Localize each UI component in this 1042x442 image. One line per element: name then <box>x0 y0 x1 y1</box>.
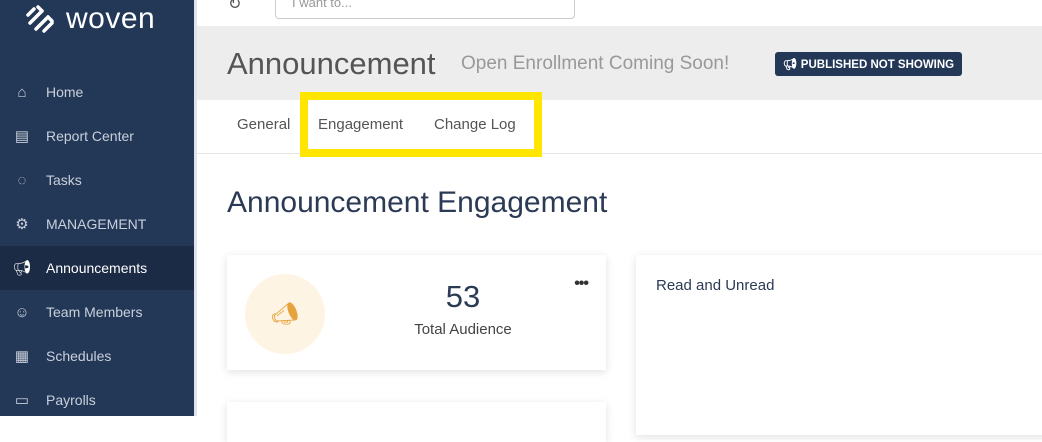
sidebar-divider <box>194 0 197 416</box>
sidebar: woven ⌂ Home ▤ Report Center ◌ Tasks ⚙ MANAG… <box>0 0 194 416</box>
stat-value: 53 <box>445 279 481 314</box>
more-options-button[interactable]: ••• <box>574 275 589 292</box>
calendar-icon: ▦ <box>14 348 30 365</box>
sidebar-item-payrolls[interactable]: ▭ Payrolls <box>0 378 194 422</box>
sidebar-item-announcements[interactable]: 📢︎ Announcements <box>0 246 194 290</box>
sidebar-item-label: Payrolls <box>46 392 96 408</box>
topbar <box>197 0 1042 26</box>
stat-label: Total Audience <box>414 321 512 338</box>
card-title: Read and Unread <box>656 277 775 294</box>
read-unread-card: Read and Unread <box>636 255 1042 435</box>
sidebar-item-management[interactable]: ⚙ MANAGEMENT <box>0 202 194 246</box>
payroll-icon: ▭ <box>14 392 30 409</box>
logo[interactable]: woven <box>24 2 155 36</box>
sidebar-item-label: Report Center <box>46 128 134 144</box>
sidebar-nav: ⌂ Home ▤ Report Center ◌ Tasks ⚙ MANAGEMENT … <box>0 70 194 422</box>
sidebar-item-tasks[interactable]: ◌ Tasks <box>0 158 194 202</box>
report-icon: ▤ <box>14 128 30 145</box>
stat-card-2 <box>227 402 606 442</box>
woven-logo-icon <box>26 5 54 33</box>
page-title: Announcement <box>227 46 436 81</box>
section-title: Announcement Engagement <box>227 186 608 219</box>
team-icon: ☺ <box>14 303 30 321</box>
megaphone-icon: 📣︎ <box>245 274 325 354</box>
sidebar-item-report-center[interactable]: ▤ Report Center <box>0 114 194 158</box>
sidebar-item-schedules[interactable]: ▦ Schedules <box>0 334 194 378</box>
sidebar-item-label: Announcements <box>46 260 148 276</box>
sidebar-item-label: Tasks <box>46 172 82 188</box>
search-input[interactable]: I want to... <box>275 0 575 19</box>
sidebar-item-label: Home <box>46 84 84 100</box>
page-subtitle: Open Enrollment Coming Soon! <box>461 53 730 74</box>
tab-engagement[interactable]: Engagement <box>318 116 404 133</box>
megaphone-icon: 📢︎ <box>12 260 32 277</box>
sidebar-item-label: MANAGEMENT <box>46 216 147 232</box>
highlight-box <box>300 92 542 157</box>
sidebar-item-home[interactable]: ⌂ Home <box>0 70 194 114</box>
sidebar-item-team-members[interactable]: ☺ Team Members <box>0 290 194 334</box>
sidebar-item-label: Team Members <box>46 304 143 320</box>
home-icon: ⌂ <box>17 83 27 101</box>
tab-general[interactable]: General <box>237 116 291 133</box>
gears-icon: ⚙ <box>15 216 29 233</box>
total-audience-card: 📣︎ 53 Total Audience ••• <box>227 255 606 370</box>
check-circle-icon: ◌ <box>17 171 27 189</box>
tab-change-log[interactable]: Change Log <box>434 116 516 133</box>
status-badge: 📢︎ PUBLISHED NOT SHOWING <box>775 52 963 76</box>
status-badge-label: PUBLISHED NOT SHOWING <box>800 59 955 71</box>
page-header: Announcement Open Enrollment Coming Soon… <box>197 26 1042 100</box>
sidebar-item-label: Schedules <box>46 348 112 364</box>
refresh-icon[interactable]: ↻ <box>228 0 242 13</box>
tabs: General Engagement Change Log <box>197 100 1042 154</box>
logo-text: woven <box>66 2 156 35</box>
